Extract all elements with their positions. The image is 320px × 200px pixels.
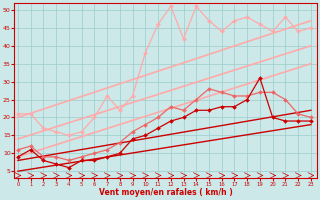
X-axis label: Vent moyen/en rafales ( km/h ): Vent moyen/en rafales ( km/h ) bbox=[99, 188, 233, 197]
